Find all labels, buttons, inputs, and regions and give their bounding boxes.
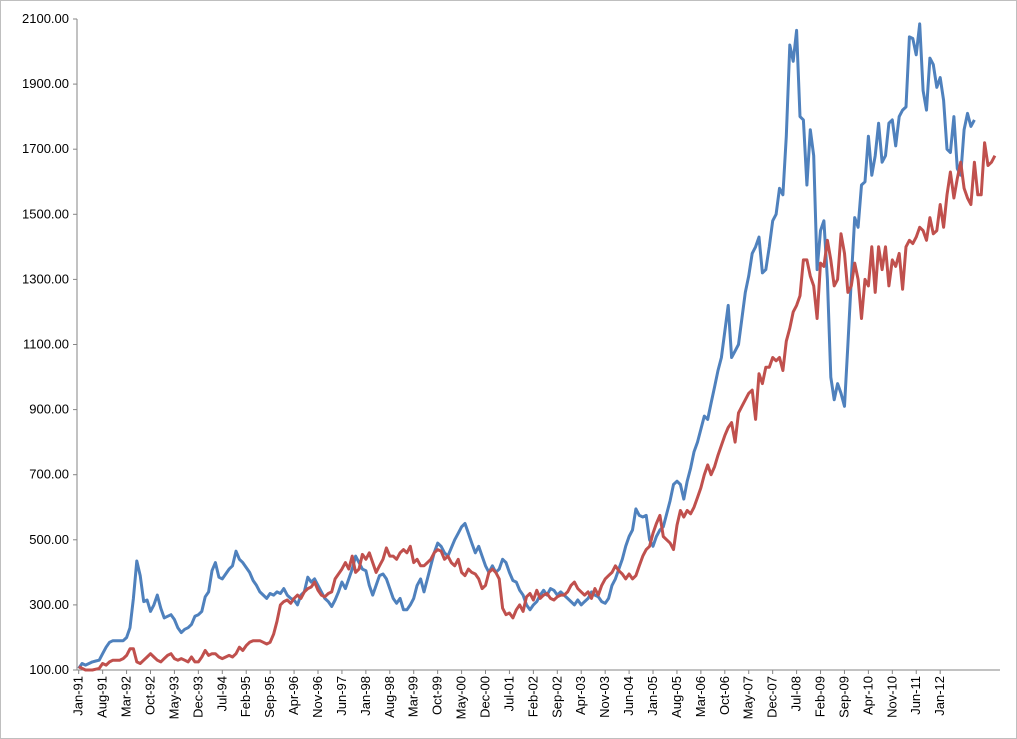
- x-tick-label: Oct-99: [430, 676, 445, 715]
- x-tick-label: Feb-02: [525, 676, 540, 717]
- x-tick-label: Jun-97: [334, 676, 349, 716]
- x-tick-label: Oct-06: [717, 676, 732, 715]
- x-tick-label: Dec-00: [478, 676, 493, 718]
- x-tick-label: Aug-05: [669, 676, 684, 718]
- x-tick-label: Jan-91: [71, 676, 86, 716]
- x-tick-label: Jan-05: [645, 676, 660, 716]
- y-tick-label: 500.00: [29, 532, 69, 547]
- y-tick-label: 900.00: [29, 402, 69, 417]
- x-tick-label: Jul-08: [789, 676, 804, 711]
- y-tick-label: 1300.00: [22, 271, 69, 286]
- x-tick-label: Jan-12: [932, 676, 947, 716]
- y-axis-labels: 100.00 300.00 500.00 700.00 900.00 1100.00 130…: [22, 11, 69, 677]
- x-tick-label: Apr-96: [286, 676, 301, 715]
- x-tick-label: Sep-95: [262, 676, 277, 718]
- x-axis-labels: Jan-91 Aug-91 Mar-92 Oct-92 May-93 Dec-93 Jul-…: [71, 676, 947, 719]
- x-tick-label: Jul-94: [214, 676, 229, 711]
- x-tick-label: Apr-10: [860, 676, 875, 715]
- x-tick-label: Aug-91: [95, 676, 110, 718]
- y-tick-label: 300.00: [29, 597, 69, 612]
- x-tick-label: Mar-92: [119, 676, 134, 717]
- x-tick-label: Jan-98: [358, 676, 373, 716]
- x-tick-label: Sep-09: [836, 676, 851, 718]
- x-tick-label: Jun-04: [621, 676, 636, 716]
- x-tick-label: May-00: [454, 676, 469, 719]
- x-tick-label: Aug-98: [382, 676, 397, 718]
- x-tick-label: Nov-96: [310, 676, 325, 718]
- x-tick-label: Apr-03: [573, 676, 588, 715]
- series-lines: [77, 22, 997, 672]
- y-tick-label: 1100.00: [23, 337, 69, 352]
- x-tick-label: Sep-02: [549, 676, 564, 718]
- y-tick-label: 700.00: [29, 467, 69, 482]
- x-tick-label: Mar-99: [406, 676, 421, 717]
- y-tick-label: 1500.00: [22, 206, 69, 221]
- y-tick-label: 1900.00: [22, 76, 69, 91]
- y-tick-label: 100.00: [29, 662, 69, 677]
- x-tick-label: Nov-10: [884, 676, 899, 718]
- axes: [73, 18, 1000, 674]
- x-tick-label: May-93: [166, 676, 181, 719]
- x-tick-label: May-07: [741, 676, 756, 719]
- y-tick-label: 2100.00: [22, 11, 69, 26]
- series-line-1: [77, 22, 976, 670]
- series-line-2: [78, 141, 997, 672]
- x-tick-label: Jul-01: [501, 676, 516, 711]
- x-tick-label: Nov-03: [597, 676, 612, 718]
- x-tick-label: Jun-11: [908, 676, 923, 715]
- x-tick-label: Feb-95: [238, 676, 253, 717]
- x-tick-label: Dec-93: [190, 676, 205, 718]
- x-tick-label: Oct-92: [142, 676, 157, 715]
- x-tick-label: Feb-09: [813, 676, 828, 717]
- y-tick-label: 1700.00: [22, 141, 69, 156]
- x-tick-label: Dec-07: [765, 676, 780, 718]
- x-tick-label: Mar-06: [693, 676, 708, 717]
